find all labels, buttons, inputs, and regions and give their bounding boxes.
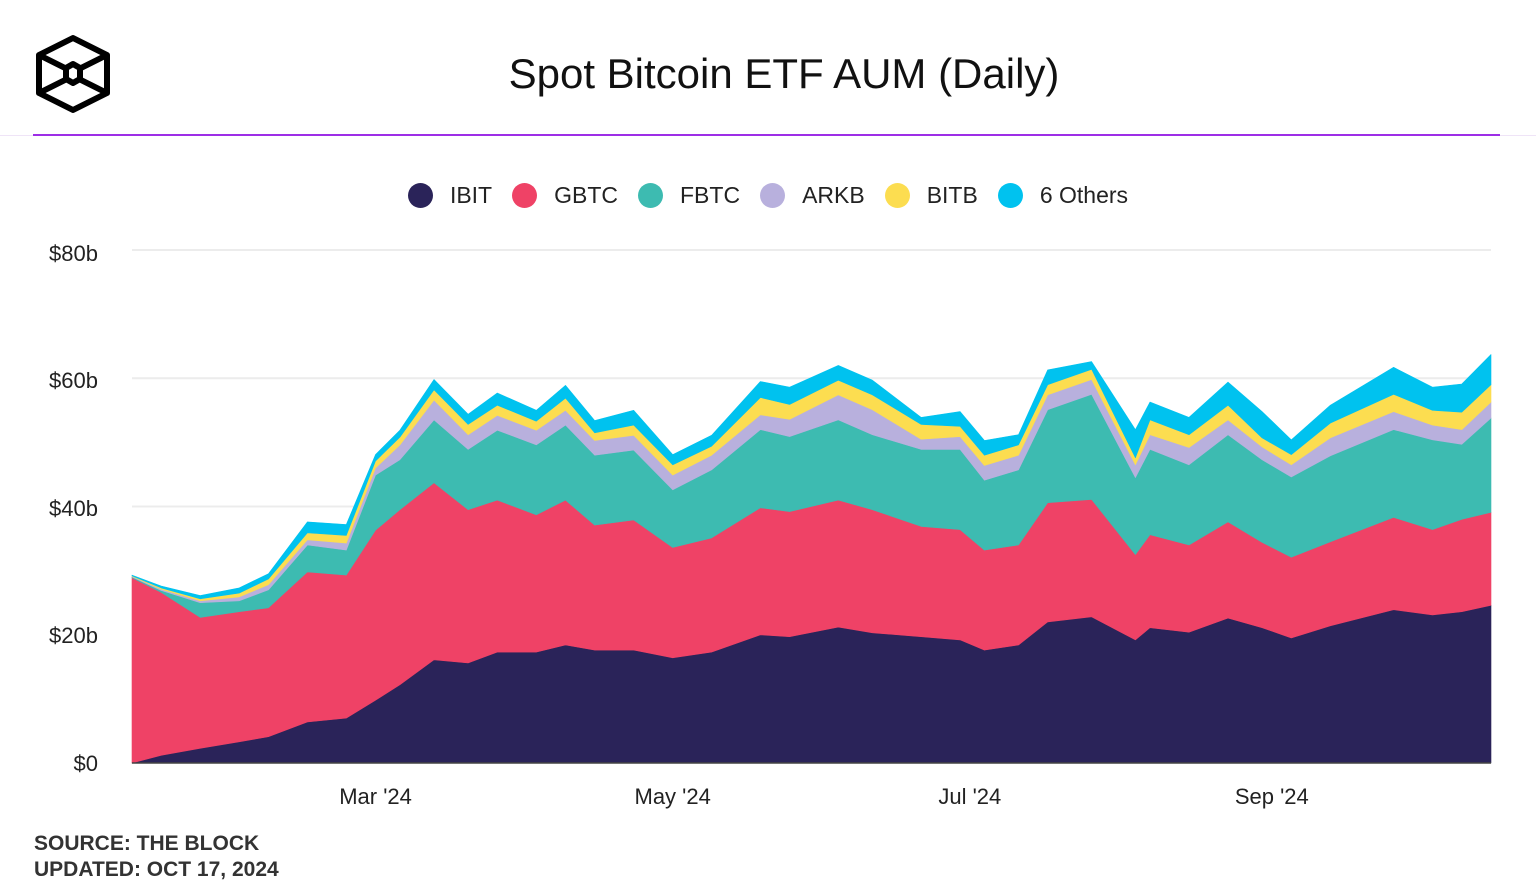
legend-label: BITB (926, 182, 978, 208)
y-tick-label: $20b (49, 623, 98, 648)
source-note: SOURCE: THE BLOCK (34, 832, 260, 855)
legend-item-others[interactable]: 6 Others (997, 182, 1129, 209)
chart-title: Spot Bitcoin ETF AUM (Daily) (508, 50, 1060, 97)
area-6-others (131, 354, 1492, 600)
x-tick-label: Mar '24 (339, 784, 412, 809)
legend-item-bitb[interactable]: BITB (884, 182, 978, 209)
y-tick-label: $80b (49, 241, 98, 266)
legend-label: IBIT (449, 182, 493, 208)
header-divider (33, 134, 1500, 136)
y-tick-label: $0 (73, 751, 98, 776)
legend-item-fbtc[interactable]: FBTC (638, 182, 740, 209)
legend-label: GBTC (554, 182, 618, 208)
legend-label: 6 Others (1039, 182, 1129, 208)
legend-swatch (407, 183, 433, 208)
legend-swatch (512, 183, 538, 208)
legend: IBIT GBTC FBTC ARKB BITB 6 Others (0, 182, 1536, 209)
legend-item-arkb[interactable]: ARKB (760, 182, 865, 209)
legend-label: FBTC (680, 182, 741, 208)
updated-note: UPDATED: OCT 17, 2024 (34, 858, 279, 881)
y-tick-label: $40b (49, 496, 98, 521)
legend-label: ARKB (802, 182, 865, 208)
legend-swatch (638, 183, 663, 208)
x-tick-label: Jul '24 (938, 784, 1002, 809)
legend-item-gbtc[interactable]: GBTC (512, 182, 618, 209)
legend-item-ibit[interactable]: IBIT (407, 182, 493, 209)
legend-swatch (760, 183, 786, 208)
the-block-logo (36, 35, 110, 113)
y-tick-label: $60b (49, 368, 98, 393)
legend-swatch (884, 183, 910, 208)
legend-swatch (997, 183, 1023, 208)
x-tick-label: Sep '24 (1234, 784, 1309, 809)
x-tick-label: May '24 (634, 784, 711, 809)
